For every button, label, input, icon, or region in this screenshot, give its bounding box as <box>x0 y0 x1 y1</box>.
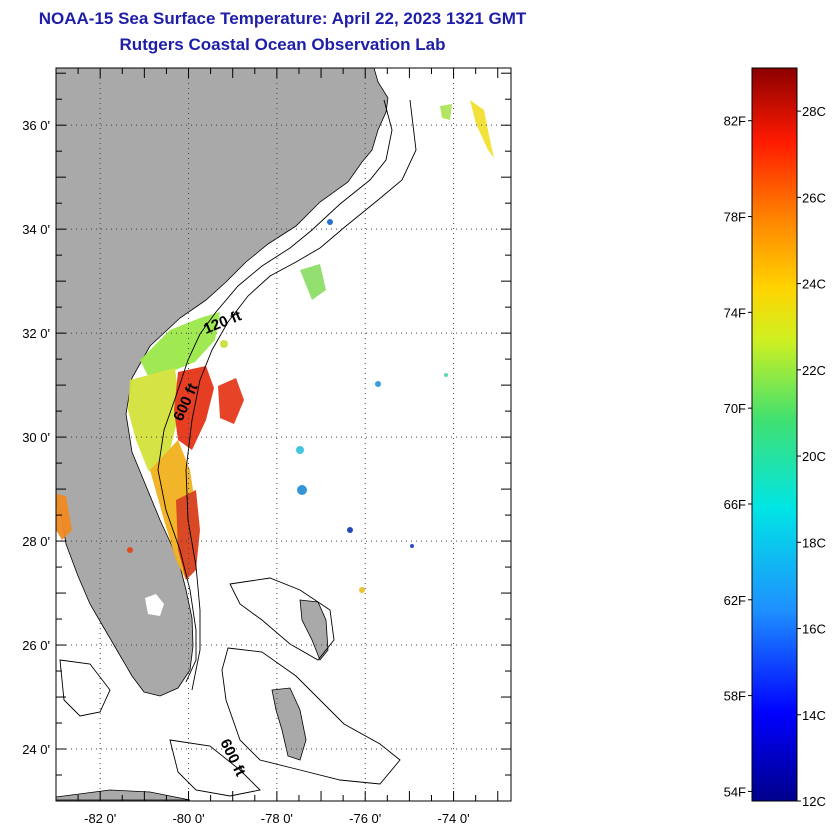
c-tick-label: 20C <box>802 449 826 464</box>
contour-bahamas-south <box>221 647 401 785</box>
land-layer <box>55 67 389 801</box>
lon-tick-label: -76 0' <box>349 811 381 826</box>
sst-spot-1 <box>296 446 304 454</box>
contour-bahamas-outer <box>229 577 335 661</box>
land-cuba-north <box>55 789 191 801</box>
f-tick-label: 66F <box>724 497 746 512</box>
lon-tick-label: -80 0' <box>172 811 204 826</box>
f-tick-label: 70F <box>724 401 746 416</box>
sst-patch-carolina-shelf <box>300 264 326 300</box>
map-frame <box>55 67 512 802</box>
land-southeast-us <box>55 67 389 697</box>
lat-tick-label: 32 0' <box>22 326 50 341</box>
colorbar: 28C 26C 24C 22C 20C 18C 16C 14C 12C 82F 78F 74F 70F 6… <box>724 67 826 809</box>
sst-spot-2 <box>297 485 307 495</box>
c-tick-label: 18C <box>802 535 826 550</box>
f-tick-label: 74F <box>724 305 746 320</box>
map-subtitle: Rutgers Coastal Ocean Observation Lab <box>119 35 446 54</box>
contour-label-120ft: 120 ft <box>201 307 244 337</box>
map-border <box>55 67 512 802</box>
c-tick-label: 24C <box>802 277 826 292</box>
sst-spot-9 <box>220 340 228 348</box>
sst-spot-3 <box>347 527 353 533</box>
lat-tick-label: 28 0' <box>22 534 50 549</box>
map-title: NOAA-15 Sea Surface Temperature: April 2… <box>38 9 527 28</box>
c-tick-label: 22C <box>802 363 826 378</box>
lon-tick-label: -74 0' <box>438 811 470 826</box>
graticule <box>56 68 511 801</box>
c-tick-label: 26C <box>802 190 826 205</box>
sst-patch-hatteras-small <box>440 104 452 120</box>
land-abaco-island <box>299 599 329 661</box>
lake-okeechobee <box>145 594 164 616</box>
c-tick-label: 12C <box>802 794 826 809</box>
longitude-axis: -82 0' -80 0' -78 0' -76 0' -74 0' <box>55 68 499 826</box>
sst-spot-6 <box>359 587 365 593</box>
sst-spot-4 <box>375 381 381 387</box>
contour-120ft <box>157 99 393 683</box>
sst-spot-10 <box>127 547 133 553</box>
contour-600ft <box>185 99 417 691</box>
land-andros-island <box>271 687 307 761</box>
lat-tick-label: 24 0' <box>22 742 50 757</box>
lat-tick-label: 34 0' <box>22 222 50 237</box>
lon-tick-label: -78 0' <box>261 811 293 826</box>
sst-patch-nearshore-georgia <box>140 312 220 380</box>
f-tick-label: 54F <box>724 784 746 799</box>
colorbar-scale <box>751 67 798 802</box>
latitude-axis: 36 0' 34 0' 32 0' 30 0' 28 0' 26 0' 24 0' <box>22 72 511 802</box>
contour-label-600ft-bahamas: 600 ft <box>216 736 248 779</box>
contour-cuba <box>169 739 261 797</box>
f-tick-label: 78F <box>724 210 746 225</box>
sst-spot-8 <box>444 373 448 377</box>
sst-patch-offshore-warm <box>218 378 244 424</box>
lon-tick-label: -82 0' <box>84 811 116 826</box>
c-tick-label: 14C <box>802 708 826 723</box>
contour-keys <box>59 659 111 717</box>
c-tick-label: 16C <box>802 622 826 637</box>
lat-tick-label: 30 0' <box>22 430 50 445</box>
f-tick-label: 82F <box>724 114 746 129</box>
sst-patch-gulf-west <box>56 494 72 540</box>
c-tick-label: 28C <box>802 104 826 119</box>
f-tick-label: 62F <box>724 593 746 608</box>
f-tick-label: 58F <box>724 689 746 704</box>
bathymetry-contours <box>59 99 417 797</box>
lat-tick-label: 26 0' <box>22 638 50 653</box>
sst-spot-7 <box>410 544 414 548</box>
lat-tick-label: 36 0' <box>22 118 50 133</box>
sst-patch-hatteras <box>470 100 494 158</box>
sst-spot-5 <box>327 219 333 225</box>
colorbar-ticks: 28C 26C 24C 22C 20C 18C 16C 14C 12C 82F 78F 74F 70F 6… <box>724 104 826 809</box>
